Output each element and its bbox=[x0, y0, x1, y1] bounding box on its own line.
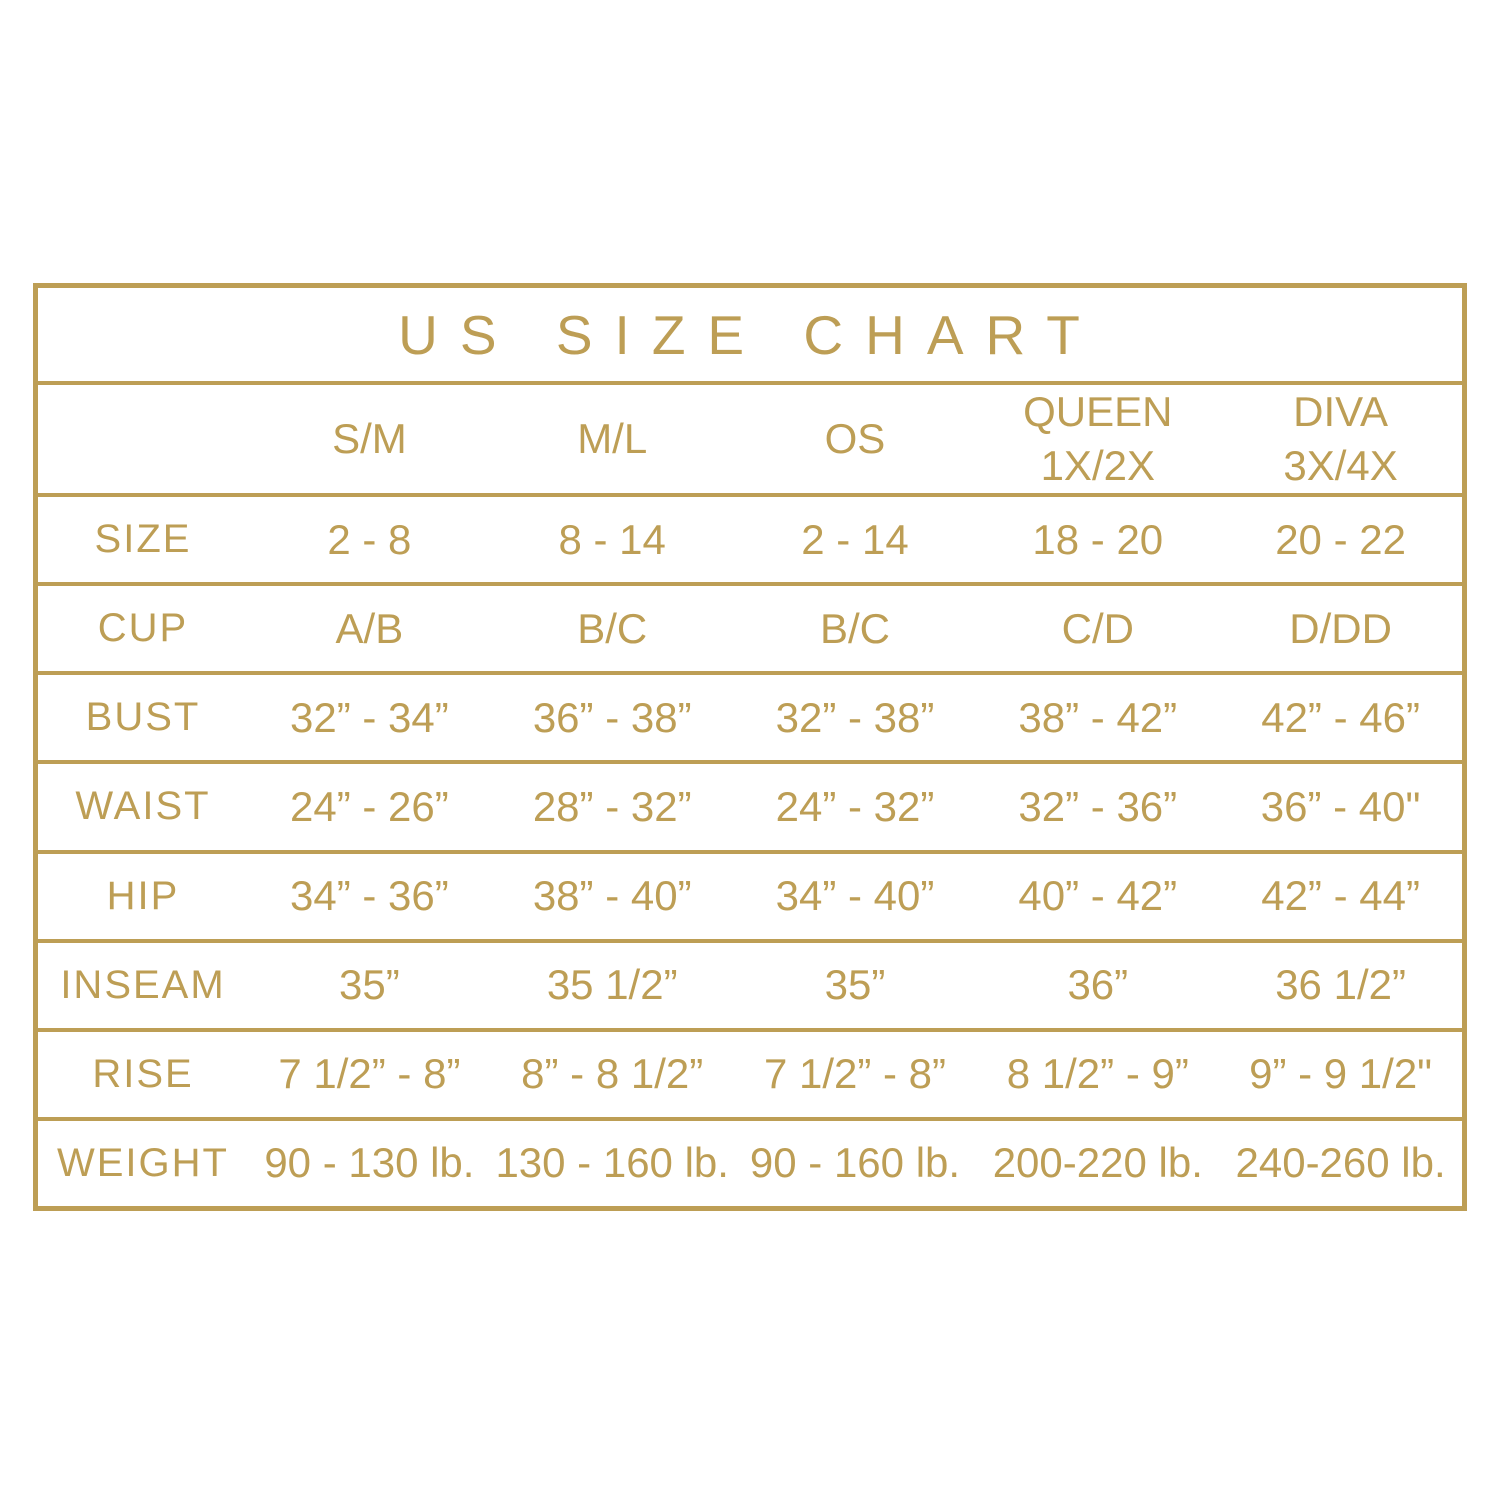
table-cell: 7 1/2” - 8” bbox=[278, 1050, 461, 1098]
table-cell: 2 - 8 bbox=[327, 515, 412, 563]
table-cell: A/B bbox=[335, 604, 404, 652]
row-label: SIZE bbox=[94, 517, 192, 562]
table-cell: 42” - 46” bbox=[1261, 693, 1420, 741]
table-cell: 8” - 8 1/2” bbox=[521, 1050, 704, 1098]
column-header-line2: 1X/2X bbox=[1040, 442, 1155, 489]
table-cell: 90 - 130 lb. bbox=[264, 1139, 475, 1187]
table-cell: 24” - 32” bbox=[775, 782, 935, 830]
table-cell: 35 1/2” bbox=[546, 961, 678, 1009]
chart-title: US SIZE CHART bbox=[398, 303, 1102, 366]
column-header-line1: OS bbox=[824, 415, 886, 463]
table-cell: 36” bbox=[1067, 961, 1129, 1009]
table-cell: 20 - 22 bbox=[1275, 515, 1406, 563]
table-header-row: S/M M/L OS QUEEN 1X/2X DIVA 3X/4X bbox=[38, 381, 1462, 493]
column-header-diva: DIVA 3X/4X bbox=[1219, 385, 1462, 493]
column-header-ml: M/L bbox=[491, 412, 734, 466]
row-label: RISE bbox=[92, 1051, 194, 1096]
row-label: WAIST bbox=[75, 784, 211, 829]
row-label: WEIGHT bbox=[57, 1140, 229, 1185]
column-header-queen: QUEEN 1X/2X bbox=[976, 385, 1219, 493]
table-cell: 240-260 lb. bbox=[1235, 1139, 1446, 1187]
table-row-weight: WEIGHT 90 - 130 lb. 130 - 160 lb. 90 - 1… bbox=[38, 1116, 1462, 1206]
table-cell: 90 - 160 lb. bbox=[749, 1139, 961, 1187]
table-cell: 7 1/2” - 8” bbox=[763, 1050, 947, 1098]
table-title-row: US SIZE CHART bbox=[38, 288, 1462, 381]
column-header-line1: QUEEN bbox=[1023, 388, 1173, 436]
table-cell: 130 - 160 lb. bbox=[495, 1139, 729, 1187]
table-cell: D/DD bbox=[1289, 604, 1392, 652]
table-cell: 200-220 lb. bbox=[992, 1139, 1203, 1187]
table-cell: B/C bbox=[577, 604, 648, 652]
table-cell: 40” - 42” bbox=[1018, 872, 1178, 920]
table-cell: 28” - 32” bbox=[532, 782, 692, 830]
table-cell: 36 1/2” bbox=[1275, 961, 1406, 1009]
table-cell: 38” - 40” bbox=[532, 872, 692, 920]
column-header-line1: M/L bbox=[577, 415, 648, 463]
column-header-sm: S/M bbox=[248, 412, 491, 466]
column-header-line2: 3X/4X bbox=[1283, 442, 1398, 489]
table-cell: 32” - 36” bbox=[1018, 782, 1178, 830]
row-label: BUST bbox=[85, 695, 201, 740]
table-cell: 35” bbox=[824, 961, 886, 1009]
table-cell: 34” - 40” bbox=[775, 872, 935, 920]
table-cell: 8 - 14 bbox=[558, 515, 666, 563]
table-row-inseam: INSEAM 35” 35 1/2” 35” 36” 36 1/2” bbox=[38, 938, 1462, 1028]
table-cell: 8 1/2” - 9” bbox=[1006, 1050, 1189, 1098]
table-cell: 32” - 34” bbox=[290, 693, 449, 741]
table-cell: 18 - 20 bbox=[1032, 515, 1164, 563]
table-row-rise: RISE 7 1/2” - 8” 8” - 8 1/2” 7 1/2” - 8”… bbox=[38, 1027, 1462, 1117]
column-header-line1: DIVA bbox=[1293, 388, 1389, 436]
table-cell: 35” bbox=[339, 961, 400, 1009]
table-cell: 42” - 44” bbox=[1261, 872, 1420, 920]
table-cell: 36” - 38” bbox=[532, 693, 692, 741]
table-row-bust: BUST 32” - 34” 36” - 38” 32” - 38” 38” -… bbox=[38, 671, 1462, 760]
table-cell: B/C bbox=[819, 604, 890, 652]
table-cell: 2 - 14 bbox=[801, 515, 909, 563]
column-header-os: OS bbox=[734, 412, 977, 466]
us-size-chart-table: US SIZE CHART S/M M/L OS QUEEN 1X/2X DIV… bbox=[33, 283, 1467, 1211]
table-cell: 24” - 26” bbox=[290, 782, 449, 830]
table-cell: C/D bbox=[1061, 604, 1134, 652]
table-row-hip: HIP 34” - 36” 38” - 40” 34” - 40” 40” - … bbox=[38, 849, 1462, 939]
table-cell: 38” - 42” bbox=[1018, 693, 1178, 741]
table-row-size: SIZE 2 - 8 8 - 14 2 - 14 18 - 20 20 - 22 bbox=[38, 493, 1462, 582]
table-row-waist: WAIST 24” - 26” 28” - 32” 24” - 32” 32” … bbox=[38, 760, 1462, 849]
row-label: HIP bbox=[106, 873, 180, 918]
row-label: CUP bbox=[97, 606, 189, 651]
row-label: INSEAM bbox=[60, 962, 226, 1007]
table-cell: 36” - 40" bbox=[1260, 782, 1421, 830]
table-cell: 32” - 38” bbox=[775, 693, 935, 741]
table-cell: 34” - 36” bbox=[290, 872, 449, 920]
column-header-line1: S/M bbox=[332, 415, 407, 463]
table-cell: 9” - 9 1/2" bbox=[1249, 1050, 1433, 1098]
table-row-cup: CUP A/B B/C B/C C/D D/DD bbox=[38, 582, 1462, 671]
